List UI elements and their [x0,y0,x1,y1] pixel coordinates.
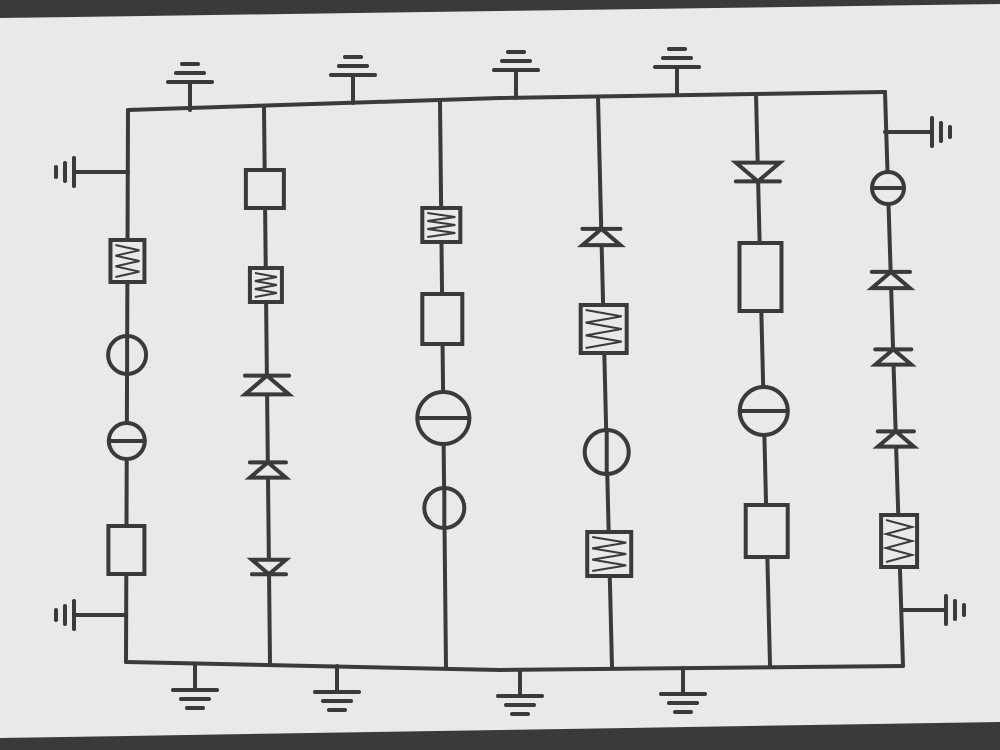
branch-wire [754,92,772,667]
branch-1 [106,108,149,664]
ground-icon [883,116,952,148]
branch-6 [866,90,920,668]
branch-5 [730,92,790,667]
branch-wire [124,108,130,664]
branch-2 [239,105,295,666]
diode-triangle [872,428,920,449]
ground-icon [329,55,377,105]
resistor-body [420,292,465,346]
ground-icon [492,50,540,100]
diode-triangle [869,346,917,367]
diode-triangle [244,459,292,480]
resistor-body [737,241,784,313]
ground-icon [54,156,130,188]
inductor-coil [427,212,456,238]
branch-3 [415,99,472,670]
branches [106,90,920,670]
diode-triangle [576,226,626,248]
ground-icon [313,664,361,712]
ground-icon [166,62,214,112]
ground-icon [496,668,544,716]
resistor-body [243,168,286,210]
diode-triangle [239,373,295,397]
inductor-coil [115,244,140,278]
resistor-body [743,503,790,559]
ground-icon [653,47,701,97]
diode-triangle [866,269,916,291]
paper-sheet [0,4,1000,738]
inductor-coil [882,519,916,563]
ground-icon [171,662,219,710]
bottom-rail [124,660,905,672]
ground-icon [54,599,128,631]
inductor-coil [592,536,627,572]
ground-icon [901,594,966,626]
inductor-coil [585,309,622,349]
branch-4 [576,95,634,669]
ground-symbols [54,47,966,716]
resistor-body [106,524,147,576]
diode-triangle [246,557,292,577]
paper-sheet [0,4,1000,738]
diode-triangle [730,160,786,184]
ground-icon [659,666,707,714]
inductor-body [247,266,284,304]
branch-wire [438,99,448,670]
inductor-coil [254,272,278,298]
